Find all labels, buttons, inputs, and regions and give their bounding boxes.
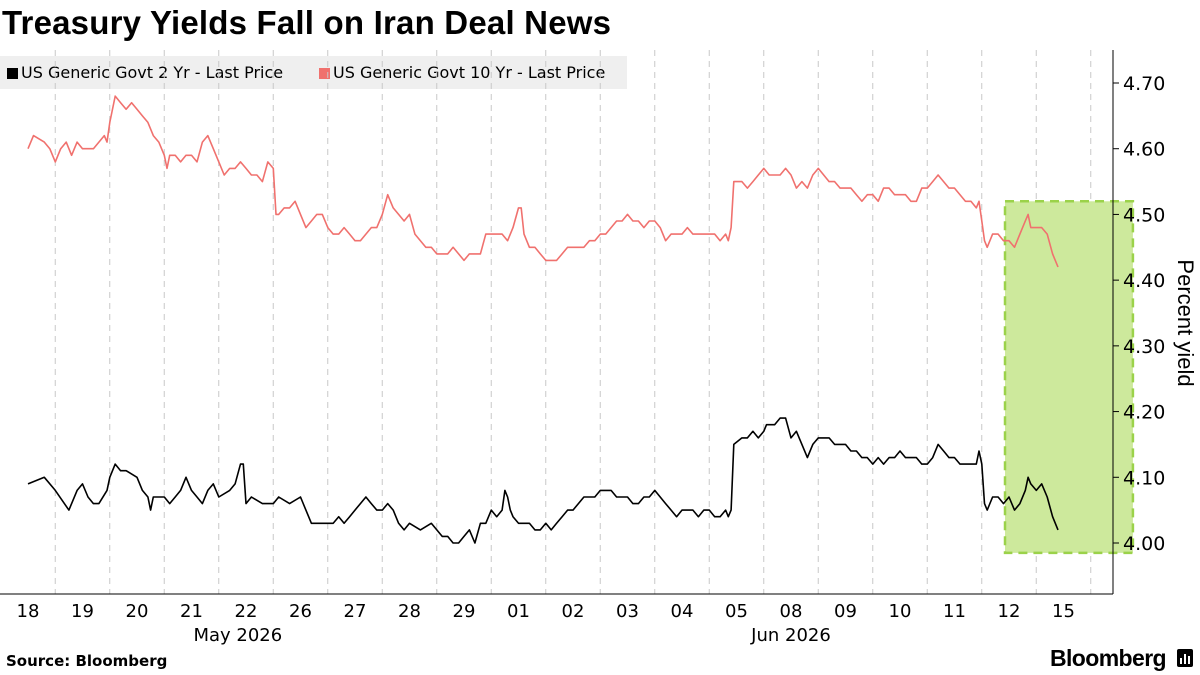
x-tick-label-08: 08 [780,601,803,622]
x-tick-label-15: 15 [1052,601,1075,622]
bloomberg-logo-icon [1177,649,1193,667]
series-line-2yr [27,417,1059,544]
x-tick-label-20: 20 [126,601,149,622]
x-tick-label-22: 22 [235,601,258,622]
legend-item-2yr: US Generic Govt 2 Yr - Last Price [7,63,283,82]
source-note: Source: Bloomberg [6,652,168,670]
x-tick-label-19: 19 [71,601,94,622]
x-tick-label-28: 28 [398,601,421,622]
x-axis: 18 19 20 21 22 26 27 28 29 01 02 03 04 05 08 09 10 11 12 15… [0,593,1113,646]
chart-title: Treasury Yields Fall on Iran Deal News [2,4,612,41]
legend-label-10yr: US Generic Govt 10 Yr - Last Price [333,63,606,82]
legend-item-10yr: US Generic Govt 10 Yr - Last Price [319,63,605,82]
x-tick-label-11: 11 [943,601,966,622]
x-tick-label-10: 10 [889,601,912,622]
y-tick-label-4.50: 4.50 [1123,204,1165,226]
legend: US Generic Govt 2 Yr - Last Price US Gen… [0,56,627,89]
y-axis: 4.70 4.60 4.50 4.40 4.30 4.20 4.10 4.00 [1112,50,1165,594]
highlight-layer [1003,200,1135,555]
x-tick-label-18: 18 [17,601,40,622]
y-tick-label-4.60: 4.60 [1123,139,1165,161]
month-label-0: May 2026 [193,625,282,646]
month-label-1: Jun 2026 [750,625,831,646]
legend-label-2yr: US Generic Govt 2 Yr - Last Price [21,63,284,82]
y-tick-label-4.10: 4.10 [1123,467,1165,489]
y-axis-label: Percent yield [1173,259,1198,386]
y-tick-label-4.70: 4.70 [1123,73,1165,95]
x-tick-label-05: 05 [725,601,748,622]
x-tick-label-03: 03 [616,601,639,622]
y-tick-label-4.20: 4.20 [1123,402,1165,424]
x-tick-label-04: 04 [671,601,694,622]
series-layer [27,95,1059,544]
highlight-box [1003,200,1135,555]
x-tick-label-09: 09 [834,601,857,622]
x-tick-label-29: 29 [453,601,476,622]
series-line-10yr [27,95,1059,268]
x-tick-label-01: 01 [507,601,530,622]
y-tick-label-4.30: 4.30 [1123,336,1165,358]
brand-logo-text: Bloomberg [1050,645,1167,671]
y-tick-label-4.40: 4.40 [1123,270,1165,292]
x-tick-label-27: 27 [344,601,367,622]
legend-swatch-10yr [319,68,330,79]
x-tick-label-12: 12 [998,601,1021,622]
x-tick-label-21: 21 [180,601,203,622]
gridlines [54,50,1092,594]
legend-swatch-2yr [7,68,18,79]
y-tick-label-4.00: 4.00 [1123,533,1165,555]
x-tick-label-02: 02 [562,601,585,622]
x-tick-label-26: 26 [289,601,312,622]
